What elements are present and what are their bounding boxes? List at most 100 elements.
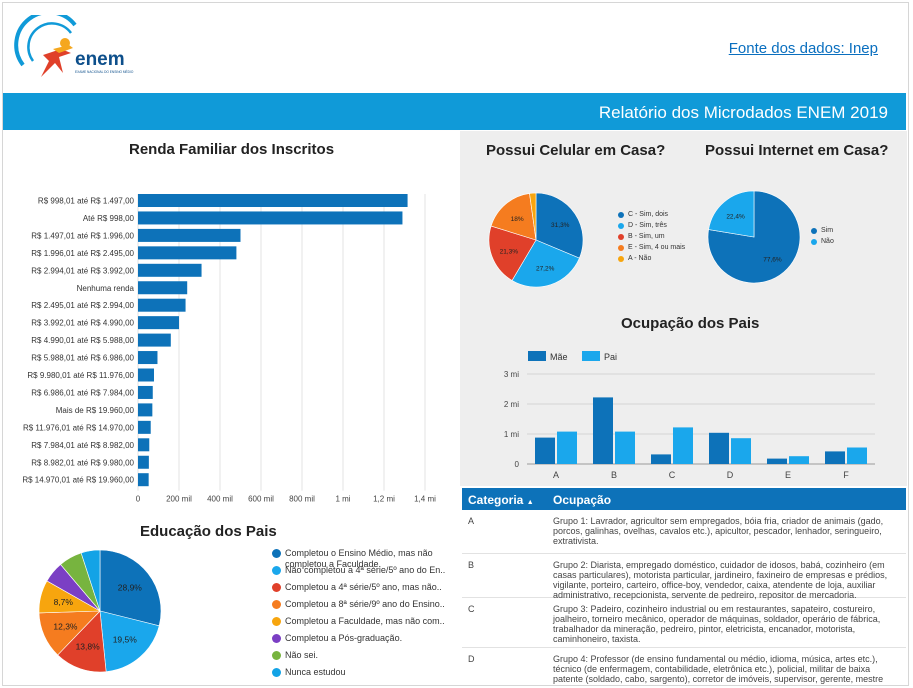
renda-bar[interactable] (138, 281, 188, 295)
legend-label: C - Sim, dois (628, 211, 669, 218)
pie-value-label: 31,3% (551, 222, 570, 229)
row-category: C (468, 604, 475, 614)
table-header: Categoria ▲ Ocupação (462, 488, 906, 510)
renda-bar[interactable] (138, 438, 150, 452)
ocupacao-bar[interactable] (825, 451, 845, 464)
renda-category-label: R$ 2.495,01 até R$ 2.994,00 (31, 301, 134, 310)
renda-familiar-chart: 0 200 mil 400 mil 600 mil 800 mil 1 mi 1,2 mi 1… (22, 194, 436, 504)
pie-slice[interactable] (99, 549, 162, 627)
renda-bar[interactable] (138, 351, 158, 365)
pie-slice[interactable] (529, 192, 537, 241)
renda-bar[interactable] (138, 455, 149, 469)
renda-category-label: R$ 2.994,01 até R$ 3.992,00 (31, 266, 134, 275)
header-ocupacao[interactable]: Ocupação (553, 493, 612, 507)
legend-item[interactable]: Completou o Ensino Médio, mas não comple… (272, 548, 465, 569)
table-row: B Grupo 2: Diarista, empregado doméstico… (462, 554, 906, 600)
row-category: A (468, 516, 475, 526)
legend-item[interactable]: Sim (811, 227, 834, 238)
legend-item[interactable]: B - Sim, um (618, 233, 685, 244)
legend-item[interactable]: Completou a 8ª série/9º ano do Ensino.. (272, 599, 465, 616)
ocupacao-bar[interactable] (847, 447, 867, 465)
pie-slice[interactable] (488, 225, 537, 281)
enem-logo: enem EXAME NACIONAL DO ENSINO MÉDIO (14, 15, 134, 77)
renda-x-tick: 400 mil (207, 495, 233, 504)
pie-value-label: 28,9% (118, 583, 143, 593)
legend-label: Completou o Ensino Médio, mas não comple… (285, 548, 433, 569)
ocupacao-bar[interactable] (673, 427, 693, 464)
renda-bar[interactable] (138, 316, 179, 330)
ocupacao-x-tick: B (611, 470, 617, 480)
renda-bar[interactable] (138, 246, 237, 260)
legend-item[interactable]: Completou a 4ª série/5º ano, mas não.. (272, 582, 465, 599)
renda-category-label: R$ 5.988,01 até R$ 6.986,00 (31, 354, 134, 363)
pie-slice[interactable] (57, 610, 107, 673)
report-title: Relatório dos Microdados ENEM 2019 (598, 103, 888, 122)
ocupacao-bar[interactable] (615, 431, 635, 464)
pie-slice[interactable] (511, 239, 580, 288)
ocupacao-bar[interactable] (593, 397, 613, 464)
source-link[interactable]: Fonte dos dados: Inep (728, 40, 878, 57)
legend-item[interactable]: A - Não (618, 255, 685, 266)
pie-value-label: 22,4% (726, 213, 745, 220)
renda-bar[interactable] (138, 263, 202, 277)
table-row: A Grupo 1: Lavrador, agricultor sem empr… (462, 510, 906, 554)
ocupacao-y-tick: 3 mi (504, 370, 519, 379)
legend-item[interactable]: Não (811, 238, 834, 249)
renda-bar[interactable] (138, 333, 171, 347)
pie-slice[interactable] (80, 549, 101, 612)
renda-category-label: Nenhuma renda (77, 284, 135, 293)
header-categoria[interactable]: Categoria ▲ (468, 493, 534, 507)
renda-x-tick: 600 mil (248, 495, 274, 504)
ocupacao-x-tick: E (785, 470, 791, 480)
pie-slice[interactable] (490, 193, 537, 241)
legend-label[interactable]: Pai (604, 352, 617, 362)
renda-bar[interactable] (138, 403, 153, 417)
legend-dot (811, 228, 817, 234)
pie-value-label: 18% (511, 216, 524, 223)
pie-slice[interactable] (535, 192, 584, 259)
pie-value-label: 19,5% (113, 635, 138, 645)
legend-item[interactable]: E - Sim, 4 ou mais (618, 244, 685, 255)
legend-label: Completou a Faculdade, mas não com.. (285, 616, 445, 626)
row-occupation: Grupo 1: Lavrador, agricultor sem empreg… (553, 516, 884, 546)
pie-slice[interactable] (708, 190, 755, 238)
ocupacao-bar[interactable] (651, 454, 671, 464)
pie-slice[interactable] (99, 610, 160, 673)
report-banner: Relatório dos Microdados ENEM 2019 (3, 93, 906, 130)
ocupacao-bar[interactable] (767, 458, 787, 464)
row-occupation: Grupo 4: Professor (de ensino fundamenta… (553, 654, 884, 684)
renda-bar[interactable] (138, 211, 403, 225)
ocupacao-bar[interactable] (731, 438, 751, 464)
legend-item[interactable]: Nunca estudou (272, 667, 465, 684)
legend-label[interactable]: Mãe (550, 352, 568, 362)
ocupacao-bar[interactable] (709, 432, 729, 464)
legend-dot (272, 549, 281, 558)
renda-bar[interactable] (138, 473, 149, 487)
renda-x-tick: 200 mil (166, 495, 192, 504)
renda-bar[interactable] (138, 385, 153, 399)
renda-bar[interactable] (138, 420, 151, 434)
legend-label: Completou a Pós-graduação. (285, 633, 403, 643)
sort-asc-icon[interactable]: ▲ (526, 499, 534, 506)
row-occupation: Grupo 3: Padeiro, cozinheiro industrial … (553, 604, 881, 644)
renda-bar[interactable] (138, 194, 408, 207)
renda-bar[interactable] (138, 228, 241, 242)
legend-item[interactable]: C - Sim, dois (618, 211, 685, 222)
legend-item[interactable]: Não sei. (272, 650, 465, 667)
renda-bar[interactable] (138, 298, 186, 312)
ocupacao-bar[interactable] (789, 456, 809, 464)
ocupacao-bar[interactable] (535, 437, 555, 464)
ocupacao-x-tick: D (727, 470, 734, 480)
renda-bar[interactable] (138, 368, 154, 382)
legend-item[interactable]: Não completou a 4ª série/5º ano do En.. (272, 565, 465, 582)
renda-x-tick: 1 mi (335, 495, 350, 504)
table-row: D Grupo 4: Professor (de ensino fundamen… (462, 648, 906, 688)
legend-item[interactable]: D - Sim, três (618, 222, 685, 233)
legend-item[interactable]: Completou a Faculdade, mas não com.. (272, 616, 465, 633)
legend-dot (618, 223, 624, 229)
row-category: D (468, 654, 475, 664)
table-row: C Grupo 3: Padeiro, cozinheiro industria… (462, 598, 906, 648)
ocupacao-bar[interactable] (557, 431, 577, 464)
renda-category-label: R$ 4.990,01 até R$ 5.988,00 (31, 336, 134, 345)
legend-item[interactable]: Completou a Pós-graduação. (272, 633, 465, 650)
